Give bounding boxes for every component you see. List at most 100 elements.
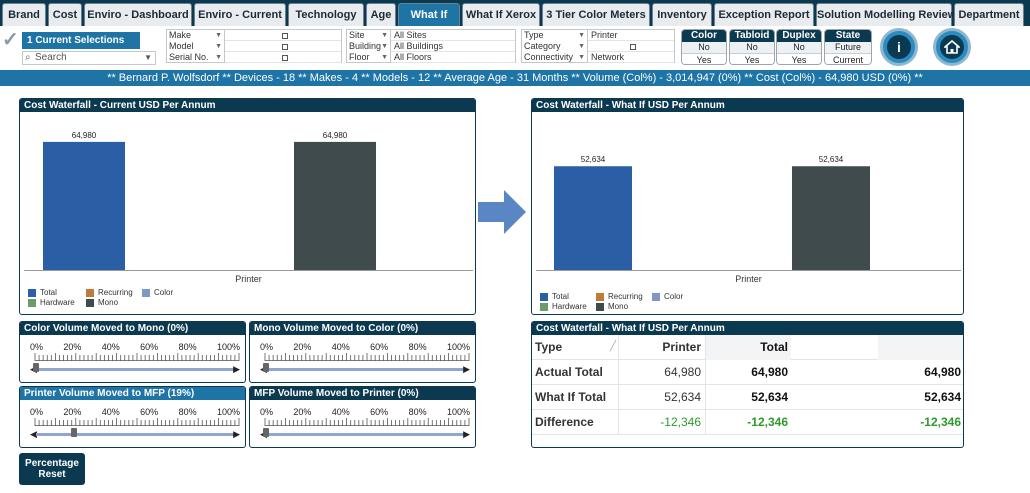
tab-technology[interactable]: Technology [288, 3, 364, 26]
home-button[interactable] [933, 28, 971, 66]
percentage-reset-button[interactable]: Percentage Reset [19, 453, 85, 485]
tab-exception-report[interactable]: Exception Report [714, 3, 814, 26]
search-placeholder: Search [35, 52, 67, 63]
tab-age[interactable]: Age [366, 3, 396, 26]
chevron-down-icon: ▼ [381, 43, 388, 50]
filter-category-checkbox[interactable] [629, 43, 636, 50]
slider-left-arrow-icon[interactable]: ◀ [30, 429, 37, 439]
legend-label-mono: Mono [608, 302, 629, 311]
toggle-state-current[interactable]: Current [825, 53, 871, 64]
cell-total: -12,346 [747, 415, 788, 429]
filter-building[interactable]: Building ▼ All Buildings [347, 41, 515, 52]
slider-tick-labels: 0% 20% 40% 60% 80% 100% [30, 342, 240, 352]
filter-serial[interactable]: Serial No. ▼ [167, 52, 341, 63]
toggle-tabloid[interactable]: Tabloid No Yes [729, 29, 775, 65]
toggle-state-title: State [825, 30, 871, 42]
filter-serial-checkbox[interactable] [281, 54, 288, 61]
tick-label: 100% [216, 407, 240, 417]
toggle-tabloid-yes[interactable]: Yes [730, 53, 774, 64]
filter-type[interactable]: Type ▼ Printer [522, 30, 674, 41]
tab-solution-modelling-review[interactable]: Solution Modelling Review [816, 3, 956, 26]
toggle-duplex[interactable]: Duplex No Yes [776, 29, 822, 65]
tick-label: 20% [63, 407, 82, 417]
toggle-tabloid-no[interactable]: No [746, 42, 758, 52]
tab-department[interactable]: Department [954, 3, 1024, 26]
header-printer[interactable]: Printer [662, 340, 701, 354]
toggle-color[interactable]: Color No Yes [681, 29, 727, 65]
chart-whatif: 52,634 52,634 Printer [536, 155, 961, 284]
legend-label-mono: Mono [98, 298, 119, 307]
tab-what-if[interactable]: What If [398, 3, 460, 26]
tab-brand[interactable]: Brand [2, 3, 46, 26]
header-type[interactable]: Type [535, 340, 563, 354]
info-icon: i [887, 35, 911, 59]
legend-color: Color [652, 292, 683, 301]
toggle-state[interactable]: State Future Current [824, 29, 872, 65]
slider-track[interactable]: ◀ ▶ [30, 428, 240, 439]
header-total[interactable]: Total [706, 335, 791, 360]
toggle-duplex-title: Duplex [777, 30, 821, 42]
toggle-state-future[interactable]: Future [834, 42, 861, 52]
legend-total: Total [540, 292, 569, 301]
chevron-down-icon: ▼ [578, 32, 585, 39]
slider-thumb[interactable] [263, 428, 269, 437]
dropdown-arrow-icon[interactable]: ▼ [144, 53, 152, 62]
tab-enviro-dashboard[interactable]: Enviro - Dashboard [84, 3, 192, 26]
tab-inventory[interactable]: Inventory [652, 3, 712, 26]
slider-thumb[interactable] [263, 363, 269, 372]
search-box[interactable]: ⌕ Search ▼ [22, 51, 156, 65]
slider-thumb[interactable] [33, 363, 39, 372]
checkmark-icon: ✓ [2, 29, 19, 51]
toggle-color-no[interactable]: No [698, 42, 710, 52]
toggle-duplex-yes[interactable]: Yes [777, 53, 821, 64]
legend-label-hardware: Hardware [40, 298, 75, 307]
chevron-down-icon: ▼ [381, 32, 388, 39]
filter-category[interactable]: Category ▼ [522, 41, 674, 52]
slider-tick-labels: 0% 20% 40% 60% 80% 100% [30, 407, 240, 417]
filter-make[interactable]: Make ▼ [167, 30, 341, 41]
toggle-color-yes[interactable]: Yes [682, 53, 726, 64]
tick-label: 0% [30, 342, 44, 352]
slider-track[interactable]: ◀ ▶ [260, 428, 470, 439]
tab-enviro-current[interactable]: Enviro - Current [194, 3, 286, 26]
slider-right-arrow-icon[interactable]: ▶ [463, 364, 470, 374]
legend-swatch-color [652, 293, 660, 301]
legend-color: Color [142, 288, 173, 297]
filter-model-checkbox[interactable] [281, 43, 288, 50]
table-header-row: Type ╱ Printer Total [532, 335, 963, 360]
slider-track[interactable]: ◀ ▶ [30, 363, 240, 374]
tick-label: 80% [178, 407, 197, 417]
current-selections-button[interactable]: 1 Current Selections [22, 32, 140, 49]
filter-site[interactable]: Site ▼ All Sites [347, 30, 515, 41]
slider-thumb[interactable] [70, 428, 77, 437]
chart-current-legend: Total Hardware Recurring Mono Color [28, 288, 208, 312]
selection-bar: ✓ 1 Current Selections ⌕ Search ▼ Make ▼ M… [0, 26, 1030, 68]
row-label: What If Total [535, 390, 607, 404]
legend-mono: Mono [596, 302, 628, 311]
info-button[interactable]: i [880, 28, 918, 66]
slider-rail [36, 433, 234, 436]
search-icon: ⌕ [25, 52, 31, 63]
slider-right-arrow-icon[interactable]: ▶ [233, 429, 240, 439]
slider-panel-printer-to-mfp: Printer Volume Moved to MFP (19%) 0% 20% 4… [19, 386, 246, 448]
filter-connectivity[interactable]: Connectivity ▼ Network [522, 52, 674, 63]
slider-track[interactable]: ◀ ▶ [260, 363, 470, 374]
data-label: 52,634 [819, 155, 844, 164]
tab-what-if-xerox[interactable]: What If Xerox [462, 3, 540, 26]
toggle-duplex-no[interactable]: No [793, 42, 805, 52]
filter-make-checkbox[interactable] [281, 32, 288, 39]
tick-label: 0% [260, 342, 274, 352]
slider-right-arrow-icon[interactable]: ▶ [463, 429, 470, 439]
filter-model[interactable]: Model ▼ [167, 41, 341, 52]
filter-floor[interactable]: Floor ▼ All Floors [347, 52, 515, 63]
legend-label-color: Color [154, 288, 174, 297]
data-label: 52,634 [581, 155, 606, 164]
x-axis-label: Printer [735, 274, 762, 284]
tab-3-tier-color-meters[interactable]: 3 Tier Color Meters [542, 3, 650, 26]
cell-grand-total: 64,980 [924, 365, 961, 379]
tab-cost[interactable]: Cost [48, 3, 82, 26]
slider-right-arrow-icon[interactable]: ▶ [233, 364, 240, 374]
resize-handle-icon[interactable]: ╱ [610, 341, 617, 352]
chart-current-panel: Cost Waterfall - Current USD Per Annum 6… [19, 98, 476, 315]
tick-label: 60% [140, 407, 159, 417]
